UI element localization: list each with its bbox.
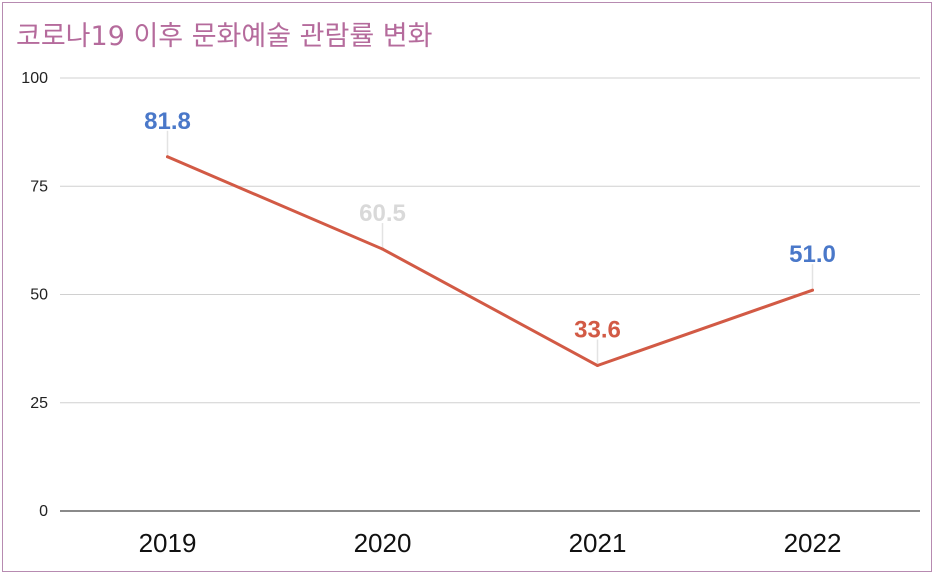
y-tick-label-75: 75 [30, 178, 48, 195]
y-tick-label-0: 0 [39, 503, 48, 520]
x-tick-label-2021: 2021 [569, 528, 627, 558]
chart-title: 코로나19 이후 문화예술 관람률 변화 [16, 21, 433, 52]
data-point-2022 [811, 288, 814, 292]
x-tick-label-2020: 2020 [354, 528, 412, 558]
y-tick-label-25: 25 [30, 395, 48, 412]
data-label-2021: 33.6 [574, 317, 621, 344]
series-line [166, 155, 814, 368]
data-point-2020 [381, 247, 384, 251]
data-point-2019 [166, 155, 169, 159]
data-label-2019: 81.8 [144, 108, 191, 135]
data-label-2020: 60.5 [359, 200, 406, 227]
y-tick-label-100: 100 [21, 70, 48, 87]
x-tick-label-2019: 2019 [139, 528, 197, 558]
data-point-2021 [596, 364, 599, 368]
data-label-2022: 51.0 [789, 241, 836, 268]
y-tick-label-50: 50 [30, 287, 48, 304]
x-tick-label-2022: 2022 [784, 528, 842, 558]
